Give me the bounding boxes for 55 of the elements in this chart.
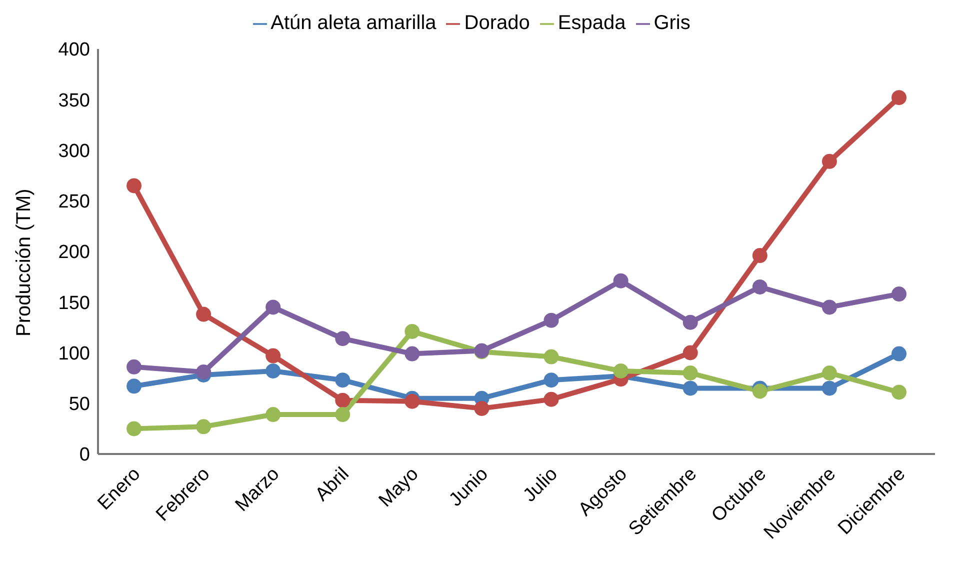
point [126,421,142,436]
point [266,348,281,364]
point [682,380,698,396]
point [126,178,142,194]
y-tick-label: 300 [58,140,90,162]
legend-label: Gris [654,12,690,34]
point [682,366,698,380]
point [822,154,837,169]
point [404,394,420,409]
point [613,363,628,378]
point [126,378,142,394]
y-tick-label: 150 [58,292,90,314]
point [196,419,212,434]
point [474,400,490,416]
legend-label: Espada [558,12,626,34]
point [682,345,698,360]
point [196,306,212,322]
point [196,364,212,380]
y-axis-title: Producción (TM) [13,188,36,336]
point [892,90,906,106]
point [752,279,768,294]
y-tick-label: 400 [58,40,90,61]
point [822,366,837,380]
point [126,359,142,374]
point [335,331,350,346]
point [266,407,281,422]
point [613,273,628,288]
point [404,324,420,339]
point [892,286,906,302]
point [266,300,281,315]
point [544,312,559,328]
point [404,346,420,362]
point [266,363,281,378]
point [544,392,559,407]
point [752,384,768,399]
legend-label: Dorado [464,12,530,34]
x-tick-label: Julio [519,464,562,506]
y-tick-label: 0 [79,444,90,466]
point [544,349,559,364]
point [335,372,350,388]
point [544,372,559,388]
point [892,346,906,362]
y-tick-label: 50 [68,394,90,416]
point [892,384,906,400]
point [335,407,350,422]
legend-label: Atún aleta amarilla [270,12,436,34]
y-tick-label: 100 [58,343,90,364]
y-tick-label: 200 [58,242,90,264]
y-tick-label: 250 [58,192,90,213]
point [822,380,837,396]
point [822,300,837,315]
y-tick-label: 350 [58,90,90,112]
point [335,392,350,408]
point [752,248,768,264]
point [682,314,698,330]
